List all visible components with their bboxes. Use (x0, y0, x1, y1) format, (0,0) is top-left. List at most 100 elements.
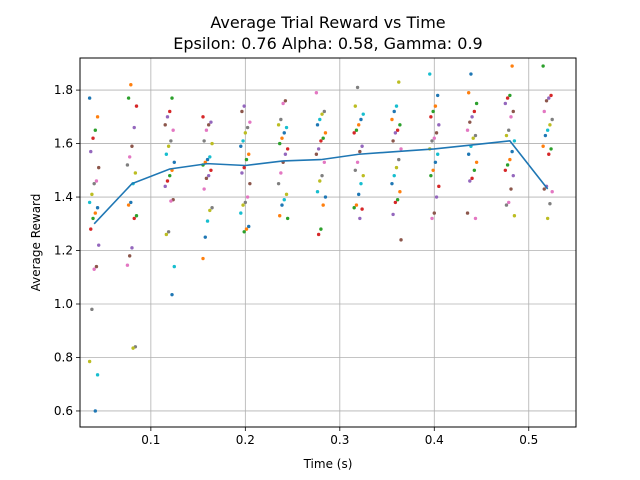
scatter-point (431, 168, 435, 173)
scatter-point (248, 120, 252, 124)
scatter-point (205, 157, 210, 162)
scatter-point (321, 203, 325, 207)
scatter-point (394, 165, 399, 170)
scatter-point (209, 168, 213, 173)
scatter-point (431, 109, 435, 114)
scatter-point (549, 93, 553, 98)
scatter-point (437, 123, 441, 127)
scatter-point (465, 128, 470, 132)
scatter-point (243, 131, 248, 135)
scatter-point (245, 195, 250, 199)
y-axis-label: Average Reward (29, 194, 43, 292)
scatter-point (466, 91, 471, 95)
scatter-point (550, 117, 554, 122)
scatter-point (209, 120, 213, 124)
scatter-point (541, 144, 545, 148)
scatter-point (315, 123, 320, 127)
scatter-point (134, 104, 139, 108)
scatter-point (433, 104, 438, 108)
scatter-point (320, 112, 324, 116)
y-tick-label: 0.8 (54, 350, 73, 364)
scatter-point (390, 181, 394, 186)
scatter-point (283, 152, 288, 156)
scatter-point (358, 216, 362, 221)
scatter-point (509, 115, 513, 119)
scatter-point (285, 147, 290, 151)
scatter-point (91, 216, 95, 221)
scatter-point (126, 96, 131, 100)
scatter-point (545, 128, 550, 132)
scatter-point (354, 128, 359, 132)
mean-reward-line (93, 140, 549, 225)
scatter-point (432, 211, 436, 215)
scatter-point (437, 184, 441, 189)
scatter-point (507, 128, 511, 132)
scatter-point (548, 202, 552, 206)
scatter-point (543, 133, 548, 138)
scatter-point (433, 160, 438, 164)
scatter-point (239, 211, 243, 215)
scatter-point (320, 173, 324, 178)
scatter-point (92, 181, 96, 186)
scatter-point (204, 128, 209, 132)
scatter-point (129, 200, 133, 205)
scatter-point (353, 168, 358, 173)
scatter-point (473, 133, 478, 138)
scatter-point (360, 207, 364, 211)
scatter-point (358, 149, 362, 154)
scatter-point (248, 181, 252, 186)
grid (80, 58, 576, 427)
scatter-point (90, 192, 94, 197)
scatter-point (91, 136, 95, 140)
scatter-point (393, 131, 398, 135)
scatter-point (503, 168, 508, 173)
scatter-point (284, 192, 289, 197)
scatter-layer (87, 64, 554, 413)
scatter-point (322, 109, 327, 114)
y-tick-label: 0.6 (54, 404, 73, 418)
scatter-point (472, 168, 477, 173)
scatter-point (470, 176, 474, 181)
scatter-point (359, 117, 363, 122)
scatter-point (316, 232, 321, 237)
scatter-point (126, 203, 131, 207)
scatter-point (166, 144, 171, 148)
scatter-point (511, 173, 515, 178)
scatter-point (512, 139, 517, 143)
scatter-point (170, 96, 174, 100)
scatter-point (127, 155, 132, 159)
scatter-point (357, 192, 361, 197)
scatter-point (90, 307, 94, 312)
scatter-point (429, 115, 433, 119)
scatter-point (323, 131, 328, 135)
scatter-point (169, 139, 173, 143)
scatter-point (241, 203, 245, 207)
scatter-point (247, 224, 251, 229)
scatter-point (465, 211, 470, 215)
scatter-point (399, 147, 403, 151)
scatter-point (355, 160, 360, 164)
scatter-point (352, 131, 356, 135)
scatter-point (391, 139, 395, 143)
scatter-point (133, 171, 138, 175)
scatter-point (435, 152, 440, 156)
scatter-point (166, 230, 171, 234)
scatter-point (94, 179, 99, 183)
scatter-point (429, 173, 433, 178)
scatter-point (97, 243, 101, 247)
scatter-point (130, 144, 134, 148)
scatter-point (395, 128, 400, 132)
x-axis-label: Time (s) (303, 457, 353, 471)
scatter-point (280, 203, 284, 207)
scatter-point (240, 171, 244, 175)
scatter-point (95, 373, 100, 377)
scatter-point (132, 125, 136, 130)
scatter-point (165, 179, 170, 183)
y-tick-label: 1.8 (54, 83, 73, 97)
scatter-point (505, 163, 510, 167)
plot-frame (79, 57, 577, 428)
scatter-point (318, 117, 322, 122)
scatter-point (131, 346, 135, 350)
scatter-point (509, 187, 513, 191)
